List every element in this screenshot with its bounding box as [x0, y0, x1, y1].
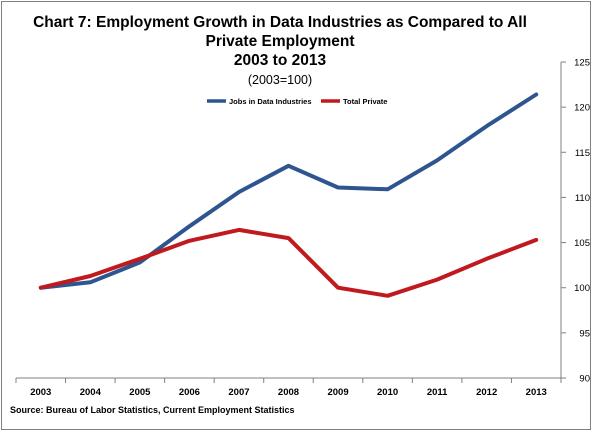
- x-tick-label: 2012: [476, 387, 497, 398]
- y-tick-label: 110: [575, 193, 590, 204]
- x-tick-label: 2004: [80, 387, 102, 398]
- chart-title-line-1: Chart 7: Employment Growth in Data Indus…: [33, 14, 527, 31]
- x-tick-label: 2010: [377, 387, 398, 398]
- y-tick-label: 125: [574, 58, 590, 69]
- x-tick-label: 2007: [228, 387, 249, 398]
- x-tick-label: 2013: [526, 387, 547, 398]
- x-tick-label: 2008: [278, 387, 299, 398]
- legend-label-1: Jobs in Data Industries: [229, 97, 312, 106]
- x-tick-label: 2003: [30, 387, 51, 398]
- y-tick-label: 100: [574, 283, 590, 294]
- x-tick-label: 2005: [129, 387, 151, 398]
- chart-title-line-2: Private Employment: [205, 33, 355, 50]
- y-tick-label: 120: [574, 103, 590, 114]
- y-tick-label: 90: [579, 374, 590, 385]
- series-line-2: [38, 227, 539, 298]
- legend-label-2: Total Private: [343, 97, 387, 106]
- x-tick-label: 2011: [427, 387, 448, 398]
- y-tick-label: 115: [575, 148, 590, 159]
- series-line-1: [38, 92, 539, 290]
- source-note: Source: Bureau of Labor Statistics, Curr…: [10, 405, 295, 415]
- chart-title: Chart 7: Employment Growth in Data Indus…: [0, 13, 560, 88]
- chart-title-line-3: 2003 to 2013: [233, 52, 327, 69]
- x-tick-label: 2009: [327, 387, 348, 398]
- chart-subtitle: (2003=100): [247, 73, 313, 87]
- y-tick-label: 105: [574, 238, 590, 249]
- x-tick-label: 2006: [179, 387, 200, 398]
- y-tick-label: 95: [579, 328, 590, 339]
